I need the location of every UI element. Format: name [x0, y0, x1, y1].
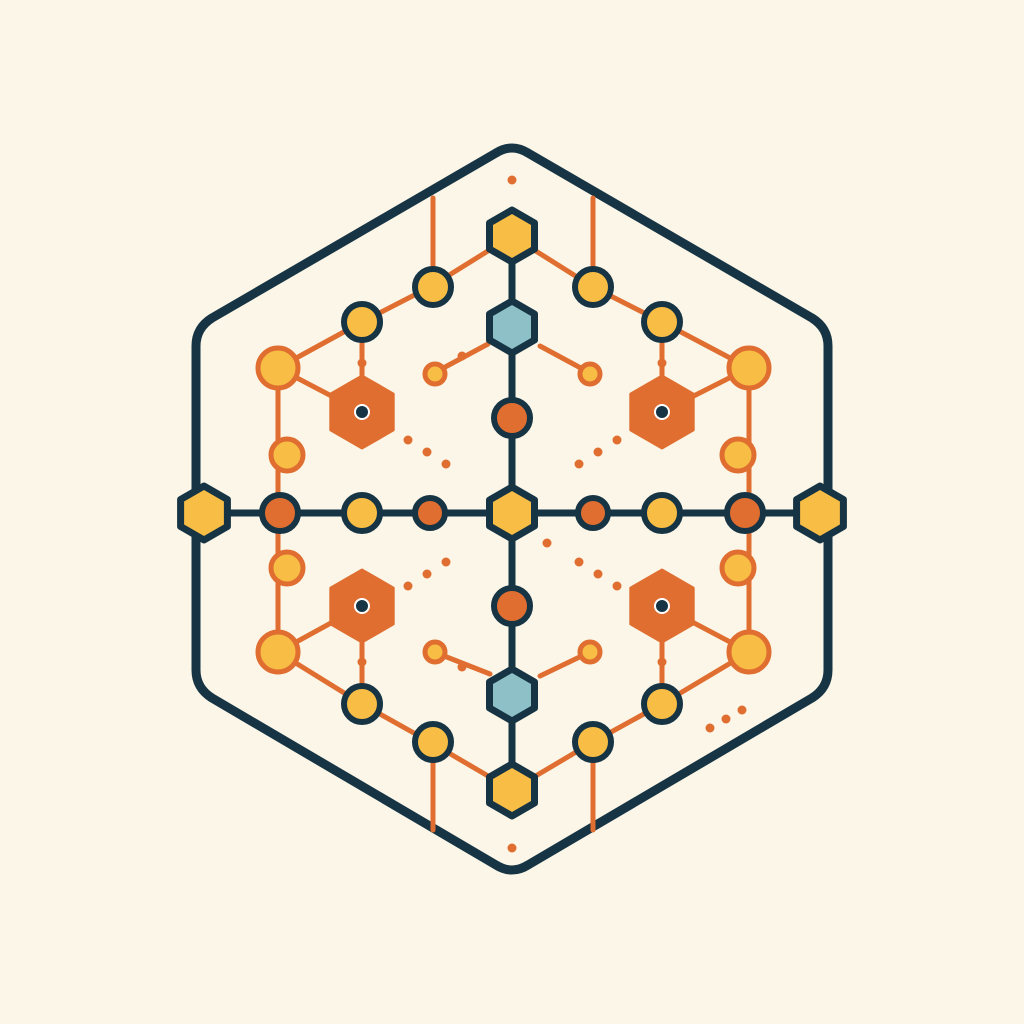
outer-frame	[191, 143, 833, 875]
node-circle	[341, 683, 383, 725]
dot-accent	[422, 569, 432, 579]
accent-circle	[255, 629, 301, 675]
accent-circle	[268, 436, 306, 474]
node-circle	[572, 266, 614, 308]
node-circle	[641, 301, 683, 343]
dot-accent	[705, 723, 715, 733]
dot-accent	[403, 581, 413, 591]
junction-circle	[491, 585, 533, 627]
dot-accent	[542, 538, 552, 548]
dot-accent	[403, 435, 413, 445]
node-circle	[412, 266, 454, 308]
outer-hexagon-frame-layer	[191, 143, 833, 875]
small-accent-circle	[422, 361, 448, 387]
hexagon-node-upper-teal	[486, 297, 538, 357]
dot-accent	[357, 657, 367, 667]
dot-accent	[357, 358, 367, 368]
junction-circle	[724, 492, 766, 534]
hexagon-node-top	[486, 206, 538, 266]
hexagon-node-bottom	[486, 760, 538, 820]
dot-accent	[593, 569, 603, 579]
hexagon-node-center	[486, 483, 538, 543]
small-accent-circle	[422, 639, 448, 665]
dot-accent	[574, 459, 584, 469]
small-accent-circle	[577, 639, 603, 665]
junction-circle	[491, 397, 533, 439]
junction-circle	[259, 492, 301, 534]
dot-accent	[612, 435, 622, 445]
dot-accent	[507, 843, 517, 853]
hub-center-dot	[354, 598, 370, 614]
accent-circle	[726, 345, 772, 391]
dot-accent	[574, 557, 584, 567]
accent-circle	[719, 549, 757, 587]
hexagon-node-right-terminal	[793, 482, 847, 544]
dot-accent	[441, 459, 451, 469]
hub-center-dot	[354, 404, 370, 420]
dot-accent	[457, 662, 467, 672]
dot-accent	[657, 657, 667, 667]
node-circle	[641, 492, 683, 534]
accent-circle	[726, 629, 772, 675]
dot-accent	[507, 175, 517, 185]
junction-circle	[575, 495, 611, 531]
node-circle	[341, 301, 383, 343]
dot-accent	[457, 351, 467, 361]
node-layer	[177, 206, 847, 820]
dot-accent-layer	[357, 175, 747, 853]
hub-center-dot	[654, 598, 670, 614]
dot-accent	[657, 358, 667, 368]
dot-accent	[737, 705, 747, 715]
node-circle	[341, 492, 383, 534]
node-circle	[641, 683, 683, 725]
accent-circle	[268, 549, 306, 587]
hexagon-node-left-terminal	[177, 482, 231, 544]
dot-accent	[593, 447, 603, 457]
accent-circle	[719, 436, 757, 474]
dot-accent	[422, 447, 432, 457]
node-circle	[572, 721, 614, 763]
small-accent-circle	[577, 361, 603, 387]
dot-accent	[612, 581, 622, 591]
dot-accent	[721, 714, 731, 724]
node-circle	[412, 721, 454, 763]
accent-circle	[255, 345, 301, 391]
hexagon-node-lower-teal	[486, 665, 538, 725]
hub-center-dot	[654, 404, 670, 420]
junction-circle	[412, 495, 448, 531]
dot-accent	[441, 557, 451, 567]
